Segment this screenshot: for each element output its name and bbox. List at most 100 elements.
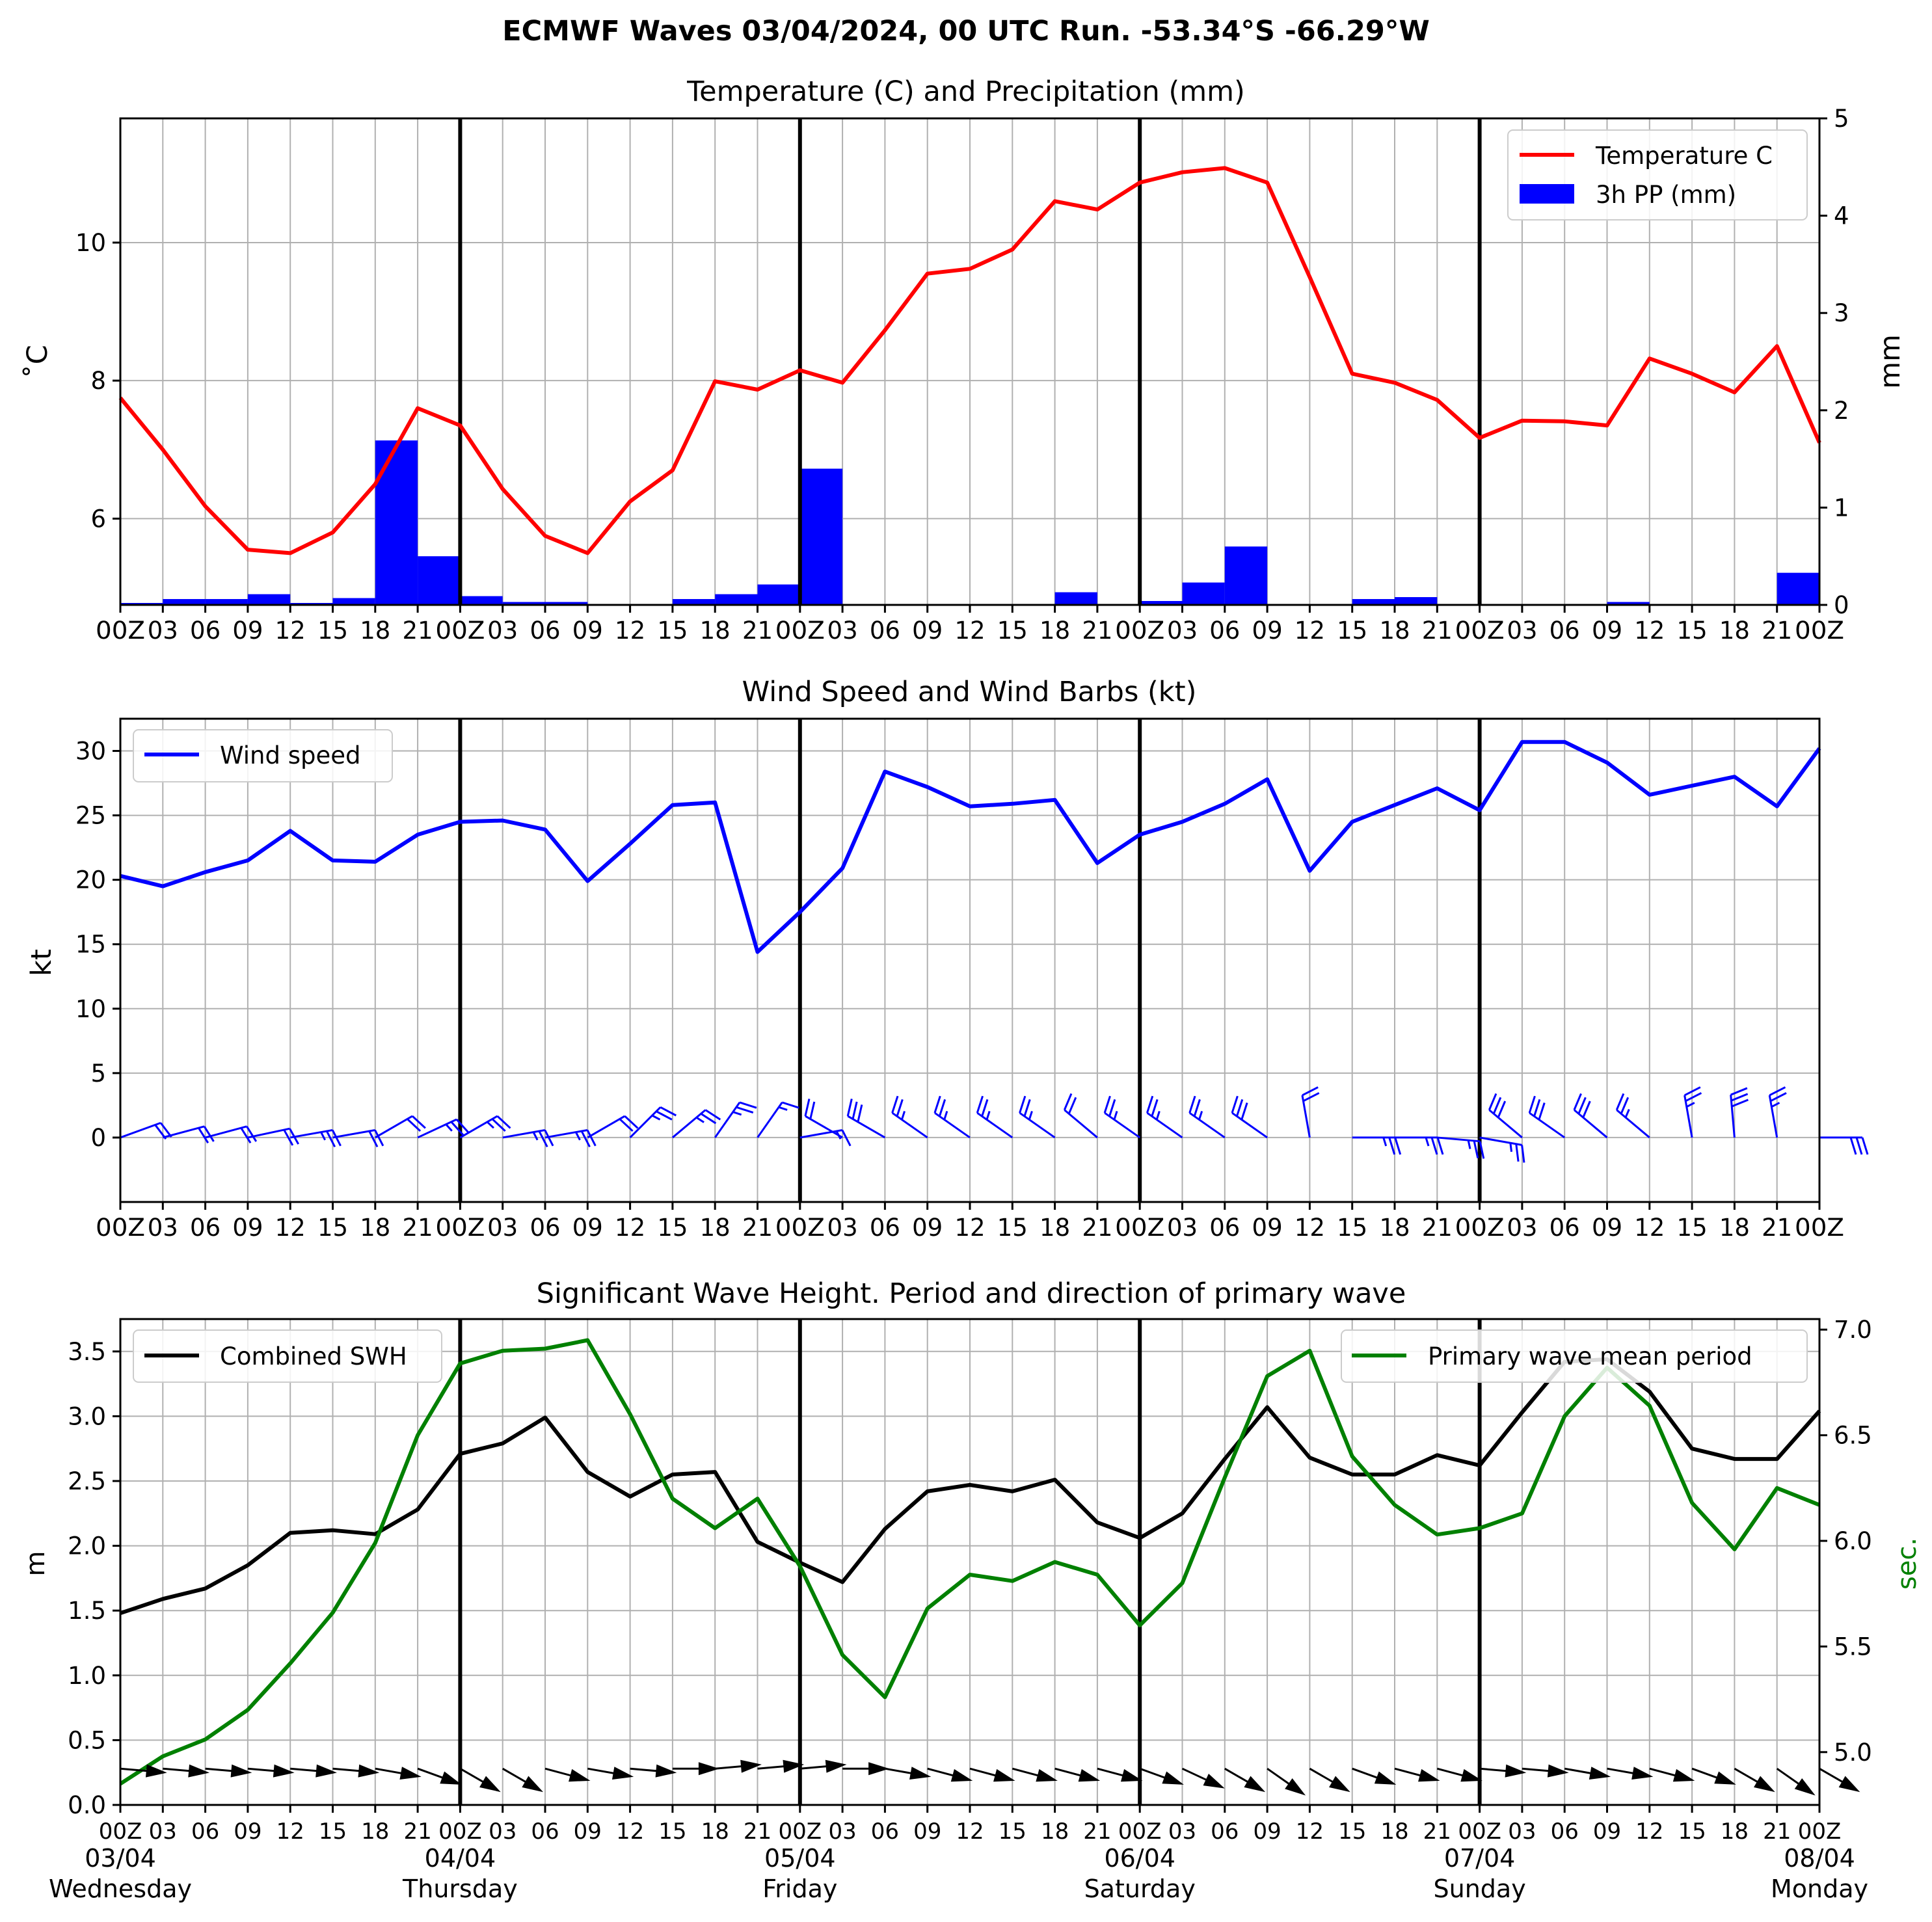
arrow-head — [909, 1767, 932, 1780]
wind-barb-feather — [656, 1110, 673, 1121]
precip-bar — [1395, 597, 1438, 605]
wave-direction-arrow — [375, 1767, 422, 1780]
weekday-label: Monday — [1771, 1875, 1868, 1903]
x-tick-label: 09 — [574, 1819, 602, 1845]
x-tick-label: 09 — [912, 1214, 943, 1242]
wind-barb-staff — [1019, 1112, 1056, 1139]
wind-barb-feather — [1582, 1101, 1591, 1118]
arrow-head — [1754, 1776, 1775, 1793]
wind-barb — [1019, 1095, 1056, 1139]
x-tick-label: 18 — [360, 617, 390, 645]
x-tick-label: 09 — [1252, 617, 1283, 645]
x-tick-label: 15 — [1338, 1819, 1366, 1845]
date-label: 05/04 — [764, 1844, 836, 1873]
y-tick-label: 0.0 — [68, 1791, 106, 1819]
wave-direction-arrow — [1139, 1767, 1184, 1785]
wind-barb — [1301, 1086, 1320, 1138]
x-tick-label: 00Z — [775, 617, 825, 645]
wind-barb-feather — [325, 1130, 336, 1147]
wave-direction-arrow — [1352, 1767, 1397, 1785]
x-tick-label: 12 — [1634, 1214, 1665, 1242]
wind-barb-feather — [852, 1101, 858, 1119]
x-tick-label: 09 — [1252, 1214, 1283, 1242]
x-tick-label: 03 — [1507, 617, 1537, 645]
precip-y-label: mm — [1874, 334, 1907, 389]
wave-direction-arrow — [672, 1762, 719, 1776]
x-tick-label: 09 — [232, 1214, 263, 1242]
wind-barb-feather — [1855, 1137, 1863, 1155]
wind-y-ticks: 0 5 10 15 20 25 30 — [75, 738, 120, 1152]
x-tick-label: 03 — [489, 1819, 517, 1845]
wind-barb-half-feather — [1509, 1143, 1513, 1152]
x-tick-label: 12 — [1635, 1819, 1663, 1845]
wind-barb-feather — [1473, 1140, 1479, 1158]
wave-direction-arrow — [1224, 1767, 1266, 1793]
x-tick-label: 00Z — [1458, 1819, 1501, 1845]
wind-barb-feather — [1188, 1095, 1196, 1114]
wind-barb-half-feather — [445, 1123, 453, 1132]
wind-barb-staff — [1616, 1109, 1650, 1139]
wave-direction-arrow — [1309, 1767, 1350, 1793]
x-tick-label: 00Z — [1455, 617, 1505, 645]
x-tick-label: 00Z — [1115, 1214, 1164, 1242]
wind-barb-feather — [1577, 1097, 1587, 1114]
y-tick-label: 5 — [90, 1060, 106, 1088]
wind-barb-feather — [857, 1104, 863, 1123]
wind-barb — [1730, 1087, 1749, 1138]
x-tick-label: 21 — [403, 1214, 433, 1242]
x-tick-label: 06 — [870, 1214, 900, 1242]
wind-barb-staff — [891, 1112, 928, 1139]
wind-barb-feather — [809, 1101, 816, 1119]
x-tick-label: 12 — [1296, 1819, 1324, 1845]
wave-direction-arrow — [1181, 1767, 1225, 1789]
wind-barb-half-feather — [778, 1106, 788, 1111]
panel-title-wave: Significant Wave Height. Period and dire… — [537, 1277, 1406, 1310]
x-tick-label: 09 — [234, 1819, 262, 1845]
wind-barb-feather — [1769, 1086, 1786, 1097]
wind-barb-staff — [847, 1115, 886, 1139]
x-tick-label: 09 — [1253, 1819, 1281, 1845]
wind-legend: Wind speed — [133, 729, 393, 782]
arrow-head — [1631, 1767, 1654, 1780]
arrow-head — [825, 1759, 847, 1773]
x-tick-label: 18 — [1719, 617, 1750, 645]
legend-box — [133, 1329, 442, 1383]
date-label: 07/04 — [1444, 1844, 1516, 1873]
wind-barb-staff — [805, 1115, 843, 1139]
wind-barb-feather — [159, 1122, 172, 1138]
wind-barb-feather — [411, 1115, 426, 1129]
precip-bar — [715, 594, 758, 605]
x-tick-label: 03 — [487, 1214, 518, 1242]
wave-direction-arrow — [1479, 1764, 1527, 1778]
wind-barb — [671, 1109, 721, 1139]
wind-barb-half-feather — [532, 1131, 539, 1141]
wind-barb-feather — [1770, 1092, 1787, 1102]
weekday-label: Wednesday — [49, 1875, 192, 1903]
wind-barb — [1103, 1095, 1141, 1139]
x-tick-label: 18 — [361, 1819, 389, 1845]
wind-barb-half-feather — [574, 1131, 581, 1141]
precip-bar — [1182, 582, 1225, 605]
wind-barb-half-feather — [486, 1121, 494, 1129]
y2-tick-label: 2 — [1834, 397, 1849, 425]
arrow-head — [1120, 1769, 1143, 1782]
temperature-series — [118, 166, 1821, 555]
wind-barb-feather — [1515, 1143, 1520, 1162]
wave-x-ticks: 00Z 03 06 09 12 15 18 21 00Z 03 06 09 12 15 18 21 00Z 03 0… — [99, 1805, 1841, 1845]
y2-tick-label: 3 — [1834, 299, 1849, 327]
x-tick-label: 03 — [1168, 1819, 1196, 1845]
arrow-head — [440, 1771, 462, 1785]
y2-tick-label: 5.5 — [1834, 1633, 1872, 1661]
arrow-head — [950, 1769, 973, 1782]
wind-barb — [1819, 1136, 1869, 1155]
wave-direction-arrow — [1607, 1767, 1654, 1780]
x-tick-label: 06 — [190, 617, 221, 645]
x-tick-label: 06 — [190, 1214, 221, 1242]
wind-barb-staff — [1064, 1109, 1098, 1139]
wind-barb-half-feather — [1113, 1110, 1118, 1120]
wind-barb-half-feather — [1467, 1140, 1471, 1149]
x-tick-label: 09 — [572, 1214, 603, 1242]
x-tick-label: 12 — [275, 1214, 306, 1242]
x-tick-label: 03 — [148, 1214, 178, 1242]
x-tick-label: 06 — [531, 1819, 559, 1845]
